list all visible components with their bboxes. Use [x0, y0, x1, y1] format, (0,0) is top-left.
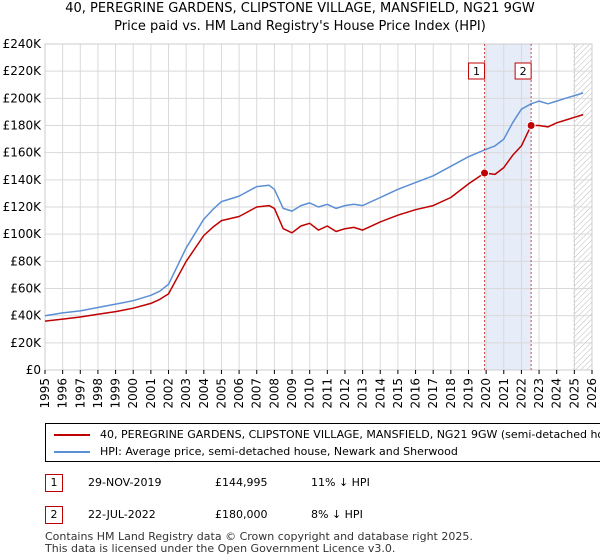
x-tick-label: 2003: [179, 378, 193, 409]
sale-hpi-delta-2: 8% ↓ HPI: [311, 508, 363, 521]
x-tick-label: 2011: [320, 378, 334, 409]
series-line-price-paid: [44, 113, 584, 322]
legend-swatch-price-paid: [54, 434, 90, 436]
x-tick-label: 1997: [73, 378, 87, 409]
series-line-hpi: [44, 92, 584, 317]
x-tick-label: 2008: [267, 378, 281, 409]
y-tick-label: £60K: [10, 282, 42, 296]
x-tick-label: 2018: [444, 378, 458, 409]
y-tick-label: £80K: [10, 254, 42, 268]
sale-date-2: 22-JUL-2022: [88, 508, 156, 521]
chart-title-line2: Price paid vs. HM Land Registry's House …: [114, 19, 486, 34]
x-tick-label: 2001: [144, 378, 158, 409]
x-tick-label: 2010: [303, 378, 317, 409]
x-tick-label: 1996: [56, 378, 70, 409]
x-tick-label: 2000: [126, 378, 140, 409]
y-tick-label: £0: [26, 363, 41, 377]
x-tick-label: 2023: [532, 378, 546, 409]
sale-hpi-delta-1: 11% ↓ HPI: [311, 476, 370, 489]
x-tick-label: 1999: [109, 378, 123, 409]
sale-point-1: [480, 168, 490, 178]
sale-price-2: £180,000: [215, 508, 268, 521]
footer: Contains HM Land Registry data © Crown c…: [45, 531, 473, 555]
y-tick-label: £220K: [3, 64, 43, 78]
legend-label-hpi: HPI: Average price, semi-detached house,…: [100, 445, 458, 458]
x-tick-label: 2014: [373, 378, 387, 409]
y-tick-label: £40K: [10, 309, 42, 323]
x-tick-label: 2026: [585, 378, 599, 409]
legend-swatch-hpi: [54, 451, 90, 453]
chart-title: 40, PEREGRINE GARDENS, CLIPSTONE VILLAGE…: [0, 0, 600, 36]
x-tick-label: 2021: [497, 378, 511, 409]
y-tick-label: £140K: [3, 173, 43, 187]
sale-box-1: [468, 62, 486, 80]
sale-marker-1: 1: [45, 474, 63, 492]
x-tick-label: 2007: [250, 378, 264, 409]
sale-box-label-1: 1: [473, 65, 480, 78]
x-tick-label: 2022: [514, 378, 528, 409]
x-tick-label: 2024: [550, 378, 564, 409]
x-tick-label: 2006: [232, 378, 246, 409]
x-tick-label: 2012: [338, 378, 352, 409]
x-tick-label: 1995: [38, 378, 52, 409]
x-tick-label: 2017: [426, 378, 440, 409]
xtick-layer: 1995 1996 1997 1998 1999 2000 2001 2002 2003 2004…: [38, 370, 599, 409]
y-tick-label: £20K: [10, 336, 42, 350]
y-tick-label: £120K: [3, 200, 43, 214]
sale-price-1: £144,995: [215, 476, 268, 489]
y-tick-label: £200K: [3, 91, 43, 105]
x-tick-label: 2002: [162, 378, 176, 409]
x-tick-label: 2015: [391, 378, 405, 409]
x-tick-label: 2004: [197, 378, 211, 409]
x-tick-label: 1998: [91, 378, 105, 409]
footer-line1: Contains HM Land Registry data © Crown c…: [45, 530, 473, 543]
sale-box-label-2: 2: [520, 65, 527, 78]
x-tick-label: 2019: [461, 378, 475, 409]
footer-line2: This data is licensed under the Open Gov…: [45, 542, 396, 555]
legend-label-price-paid: 40, PEREGRINE GARDENS, CLIPSTONE VILLAGE…: [100, 428, 600, 441]
y-tick-label: £160K: [3, 146, 43, 160]
x-tick-label: 2020: [479, 378, 493, 409]
grid-layer: [44, 43, 593, 371]
sale-marker-2: 2: [45, 506, 63, 524]
x-tick-label: 2013: [356, 378, 370, 409]
y-tick-label: £100K: [3, 227, 43, 241]
x-tick-label: 2009: [285, 378, 299, 409]
ytick-layer: £0 £20K £40K £60K £80K £100K £120K £140K £160K £1…: [3, 37, 43, 377]
series-layer: [44, 92, 584, 322]
plot-frame: [44, 43, 593, 371]
sale-date-1: 29-NOV-2019: [88, 476, 162, 489]
x-tick-label: 2016: [409, 378, 423, 409]
x-tick-label: 2005: [214, 378, 228, 409]
y-tick-label: £180K: [3, 119, 43, 133]
chart-title-line1: 40, PEREGRINE GARDENS, CLIPSTONE VILLAGE…: [65, 1, 535, 16]
sale-box-2: [514, 62, 532, 80]
sale-point-2: [526, 121, 536, 130]
legend: 40, PEREGRINE GARDENS, CLIPSTONE VILLAGE…: [45, 423, 600, 462]
y-tick-label: £240K: [3, 37, 43, 51]
x-tick-label: 2025: [567, 378, 581, 409]
